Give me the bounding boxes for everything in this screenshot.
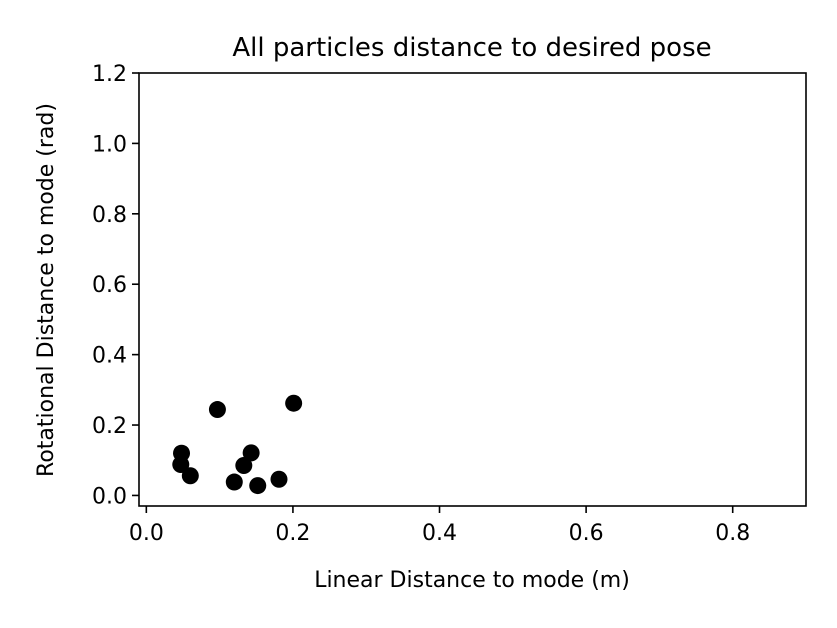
x-tick-label: 0.2 xyxy=(275,521,310,546)
data-point xyxy=(235,457,253,475)
y-tick-label: 0.6 xyxy=(92,273,127,298)
x-tick-label: 0.8 xyxy=(715,521,750,546)
data-point xyxy=(270,470,288,488)
x-tick-label: 0.6 xyxy=(569,521,604,546)
x-tick-label: 0.4 xyxy=(422,521,457,546)
data-point xyxy=(181,467,199,485)
data-point xyxy=(208,401,226,419)
y-axis-ticks: 0.0 0.2 0.4 0.6 0.8 1.0 1.2 xyxy=(92,62,139,509)
plot-area-frame xyxy=(138,72,807,507)
data-point xyxy=(249,477,267,495)
data-points xyxy=(172,394,303,495)
data-point xyxy=(285,394,303,412)
y-tick-label: 0.8 xyxy=(92,203,127,228)
y-tick-label: 0.4 xyxy=(92,344,127,369)
data-point xyxy=(225,473,243,491)
y-tick-label: 0.0 xyxy=(92,484,127,509)
x-tick-label: 0.0 xyxy=(129,521,164,546)
y-tick-label: 1.0 xyxy=(92,132,127,157)
data-point xyxy=(242,444,260,462)
y-tick-label: 1.2 xyxy=(92,62,127,87)
x-axis-label: Linear Distance to mode (m) xyxy=(314,568,630,593)
chart-title: All particles distance to desired pose xyxy=(232,33,711,63)
data-point xyxy=(172,455,190,473)
y-tick-label: 0.2 xyxy=(92,414,127,439)
y-axis-label: Rotational Distance to mode (rad) xyxy=(34,103,59,477)
x-axis-ticks: 0.0 0.2 0.4 0.6 0.8 xyxy=(129,506,750,546)
